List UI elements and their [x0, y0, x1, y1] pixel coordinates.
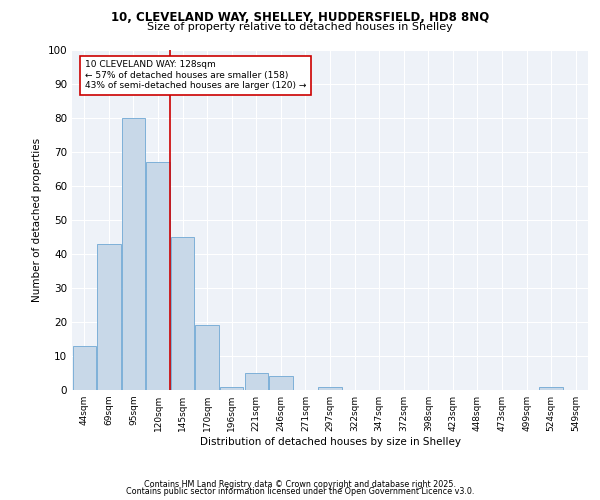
Bar: [146, 162, 170, 390]
Text: 10 CLEVELAND WAY: 128sqm
← 57% of detached houses are smaller (158)
43% of semi-: 10 CLEVELAND WAY: 128sqm ← 57% of detach…: [85, 60, 306, 90]
Bar: [220, 386, 244, 390]
Text: 10, CLEVELAND WAY, SHELLEY, HUDDERSFIELD, HD8 8NQ: 10, CLEVELAND WAY, SHELLEY, HUDDERSFIELD…: [111, 11, 489, 24]
Bar: [122, 118, 145, 390]
Bar: [245, 373, 268, 390]
X-axis label: Distribution of detached houses by size in Shelley: Distribution of detached houses by size …: [199, 437, 461, 447]
Bar: [171, 237, 194, 390]
Bar: [269, 376, 293, 390]
Bar: [73, 346, 96, 390]
Text: Contains public sector information licensed under the Open Government Licence v3: Contains public sector information licen…: [126, 487, 474, 496]
Y-axis label: Number of detached properties: Number of detached properties: [32, 138, 42, 302]
Bar: [97, 244, 121, 390]
Bar: [196, 326, 219, 390]
Text: Contains HM Land Registry data © Crown copyright and database right 2025.: Contains HM Land Registry data © Crown c…: [144, 480, 456, 489]
Bar: [539, 386, 563, 390]
Bar: [319, 386, 341, 390]
Text: Size of property relative to detached houses in Shelley: Size of property relative to detached ho…: [147, 22, 453, 32]
